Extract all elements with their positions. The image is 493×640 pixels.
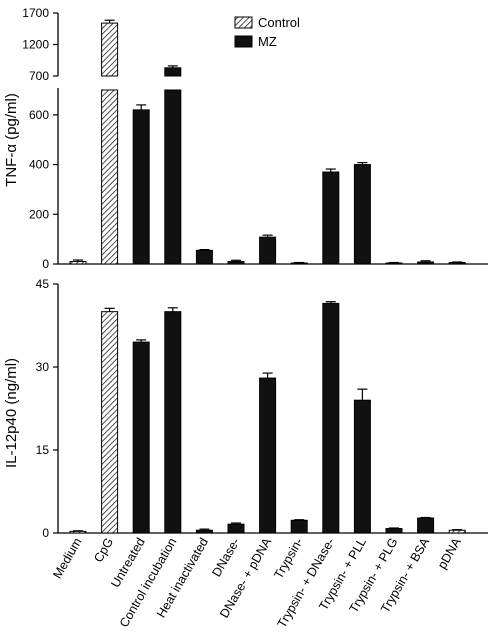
il12-y-axis-title: IL-12p40 (ng/ml) <box>3 358 20 468</box>
tnf-y-tick-label: 0 <box>42 257 49 271</box>
il12-panel: 0 15 30 45 IL-12p40 (ng/ml) <box>3 277 488 540</box>
il12-y-ticks: 0 15 30 45 <box>36 277 58 540</box>
il12-bar <box>353 399 371 534</box>
tnf-bar <box>69 261 87 265</box>
category-label: Trypsin- <box>271 536 305 582</box>
il12-y-tick-label: 15 <box>36 443 50 457</box>
il12-bar <box>227 523 245 534</box>
il12-bar <box>417 517 435 534</box>
il12-y-tick-label: 45 <box>36 277 50 291</box>
tnf-y-tick-label: 200 <box>29 207 49 221</box>
tnf-y-tick-label: 700 <box>29 69 49 83</box>
tnf-y-tick-label: 1700 <box>22 6 49 20</box>
tnf-alpha-panel: 0 200 400 600 700 1200 1700 TNF-α (pg/ml) Cont… <box>3 6 488 271</box>
tnf-bar <box>417 261 435 265</box>
il12-bar <box>164 311 182 534</box>
tnf-y-tick-label: 1200 <box>22 38 49 52</box>
tnf-bar <box>448 262 466 265</box>
legend-swatch-mz <box>234 35 253 48</box>
tnf-bars <box>69 19 466 265</box>
tnf-bar <box>227 261 245 265</box>
tnf-y-tick-label: 600 <box>29 108 49 122</box>
category-label: Control incubation <box>117 535 180 629</box>
tnf-axes <box>57 13 488 265</box>
tnf-y-tick-label: 400 <box>29 158 49 172</box>
tnf-bar <box>290 262 308 265</box>
category-label: Medium <box>50 536 84 582</box>
tnf-bar <box>195 249 213 265</box>
category-label: CpG <box>91 536 116 565</box>
tnf-bar-lower-part <box>164 89 182 265</box>
category-label: Trypsin- + DNase- <box>275 536 338 631</box>
tnf-bar-upper-part <box>164 67 182 77</box>
il12-y-tick-label: 30 <box>36 360 50 374</box>
tnf-y-axis-title: TNF-α (pg/ml) <box>3 93 20 187</box>
tnf-bar <box>132 109 150 265</box>
il12-bar <box>195 529 213 534</box>
legend-label-control: Control <box>258 15 300 30</box>
tnf-y-ticks: 0 200 400 600 700 1200 1700 <box>22 6 58 271</box>
il12-bar <box>259 377 277 534</box>
tnf-bar-upper-part <box>101 22 119 77</box>
legend-swatch-control <box>234 16 253 29</box>
category-label: pDNA <box>435 535 464 571</box>
il12-bar <box>101 311 119 534</box>
legend: Control MZ <box>234 15 300 49</box>
il12-bar <box>132 341 150 534</box>
tnf-bar <box>259 236 277 265</box>
legend-label-mz: MZ <box>258 34 277 49</box>
tnf-bar-lower-part <box>101 89 119 265</box>
il12-bar <box>322 302 340 534</box>
category-label: DNase- <box>209 536 242 580</box>
il12-bar <box>385 528 403 534</box>
il12-bars <box>69 301 466 534</box>
il12-bar <box>69 530 87 534</box>
tnf-bar <box>322 171 340 265</box>
il12-bar <box>448 529 466 534</box>
tnf-bar <box>385 262 403 265</box>
tnf-bar <box>353 164 371 265</box>
il12-y-tick-label: 0 <box>42 526 49 540</box>
il12-bar <box>290 519 308 534</box>
